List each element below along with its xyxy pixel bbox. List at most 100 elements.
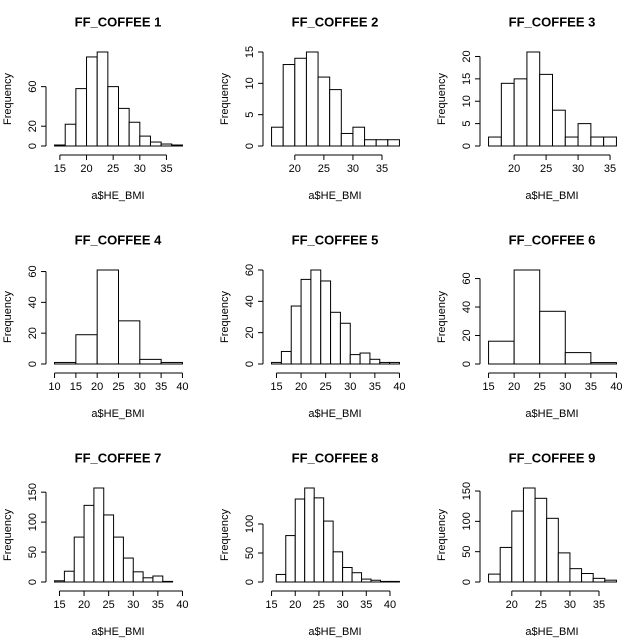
x-tick-label: 10 — [48, 381, 60, 393]
bar — [332, 551, 344, 583]
bar — [546, 517, 559, 583]
x-tick-label: 20 — [80, 163, 92, 175]
x-axis-label: a$HE_BMI — [91, 190, 144, 202]
bar — [160, 361, 183, 365]
bar — [139, 135, 151, 147]
y-axis-label: Frequency — [219, 291, 231, 343]
bar — [282, 64, 296, 147]
y-tick-label: 0 — [244, 579, 256, 585]
bar — [513, 78, 528, 147]
histogram-panel: FF_COFFEE 1 a$HE_BMI Frequency 15 20 25 30 35 0 2… — [2, 14, 183, 202]
y-tick-label: 10 — [461, 95, 473, 107]
x-axis-label: a$HE_BMI — [525, 190, 578, 202]
y-tick-label: 15 — [461, 73, 473, 85]
histogram-panel: FF_COFFEE 3 a$HE_BMI Frequency 20 25 30 35 0 5 10… — [436, 14, 617, 202]
y-tick-label: 20 — [461, 329, 473, 341]
x-tick-label: 25 — [107, 163, 119, 175]
bar — [86, 56, 98, 147]
histogram-panel: FF_COFFEE 7 a$HE_BMI Frequency 15 20 25 30 35 40… — [2, 450, 189, 637]
bar — [118, 107, 130, 147]
x-tick-label: 35 — [593, 599, 605, 611]
histogram-panel: FF_COFFEE 9 a$HE_BMI Frequency 20 25 30 35 0 50 1… — [436, 450, 617, 638]
y-tick-label: 20 — [461, 50, 473, 62]
bar — [569, 568, 583, 583]
bar — [96, 51, 109, 147]
chart-title: FF_COFFEE 6 — [509, 232, 596, 247]
bar — [160, 143, 173, 147]
y-axis-label: Frequency — [219, 509, 231, 561]
y-axis-label: Frequency — [2, 73, 14, 125]
bar — [162, 580, 174, 583]
bar — [351, 572, 363, 583]
x-tick-label: 35 — [360, 599, 372, 611]
bar — [389, 580, 400, 583]
x-tick-label: 20 — [289, 599, 301, 611]
y-tick-label: 40 — [461, 301, 473, 313]
bar — [118, 320, 141, 365]
bar — [128, 121, 141, 147]
bar — [552, 109, 566, 147]
bar — [171, 144, 183, 147]
bar — [592, 577, 606, 583]
bar — [379, 580, 391, 583]
y-axis-label: Frequency — [2, 509, 14, 561]
bar — [329, 89, 342, 147]
y-tick-label: 100 — [461, 512, 473, 530]
x-tick-label: 15 — [54, 163, 66, 175]
bar — [113, 536, 124, 583]
y-axis-label: Frequency — [219, 73, 231, 125]
x-tick-label: 35 — [155, 381, 167, 393]
bar — [294, 57, 307, 147]
y-tick-label: 0 — [244, 143, 256, 149]
bar — [64, 123, 77, 147]
bar — [63, 570, 75, 583]
bar — [313, 497, 325, 583]
bar — [511, 510, 524, 583]
y-axis-label: Frequency — [436, 291, 448, 343]
bar — [271, 126, 284, 147]
x-tick-label: 30 — [559, 381, 571, 393]
x-tick-label: 15 — [70, 381, 82, 393]
bar — [539, 73, 554, 147]
bar — [389, 361, 400, 365]
y-axis-label: Frequency — [2, 291, 14, 343]
bar — [369, 358, 381, 365]
x-tick-label: 20 — [508, 381, 520, 393]
x-tick-label: 40 — [610, 381, 622, 393]
bar — [342, 566, 353, 583]
x-axis-label: a$HE_BMI — [91, 408, 144, 420]
y-tick-label: 40 — [244, 295, 256, 307]
y-tick-label: 40 — [27, 296, 39, 308]
x-tick-label: 40 — [384, 599, 396, 611]
y-tick-label: 60 — [27, 81, 39, 93]
bar — [361, 578, 372, 583]
bar — [152, 575, 164, 583]
x-tick-label: 20 — [295, 381, 307, 393]
chart-title: FF_COFFEE 8 — [292, 450, 379, 465]
y-tick-label: 0 — [461, 579, 473, 585]
x-tick-label: 25 — [535, 599, 547, 611]
x-tick-label: 15 — [270, 381, 282, 393]
x-axis-label: a$HE_BMI — [308, 190, 361, 202]
bar — [317, 76, 331, 147]
bar — [488, 573, 501, 583]
chart-title: FF_COFFEE 2 — [292, 14, 379, 29]
x-axis-label: a$HE_BMI — [91, 626, 144, 638]
x-tick-label: 30 — [347, 163, 359, 175]
chart-title: FF_COFFEE 7 — [75, 450, 162, 465]
y-tick-label: 20 — [27, 327, 39, 339]
x-tick-label: 30 — [572, 163, 584, 175]
y-tick-label: 0 — [461, 143, 473, 149]
x-tick-label: 30 — [134, 163, 146, 175]
x-tick-label: 25 — [320, 381, 332, 393]
y-axis-label: Frequency — [436, 73, 448, 125]
bar — [330, 311, 341, 365]
bar — [132, 571, 144, 583]
x-tick-label: 20 — [91, 381, 103, 393]
bar — [526, 51, 541, 147]
y-tick-label: 50 — [27, 546, 39, 558]
bar — [294, 498, 306, 583]
bar — [285, 535, 296, 583]
bar — [320, 280, 332, 365]
bar — [590, 362, 617, 365]
